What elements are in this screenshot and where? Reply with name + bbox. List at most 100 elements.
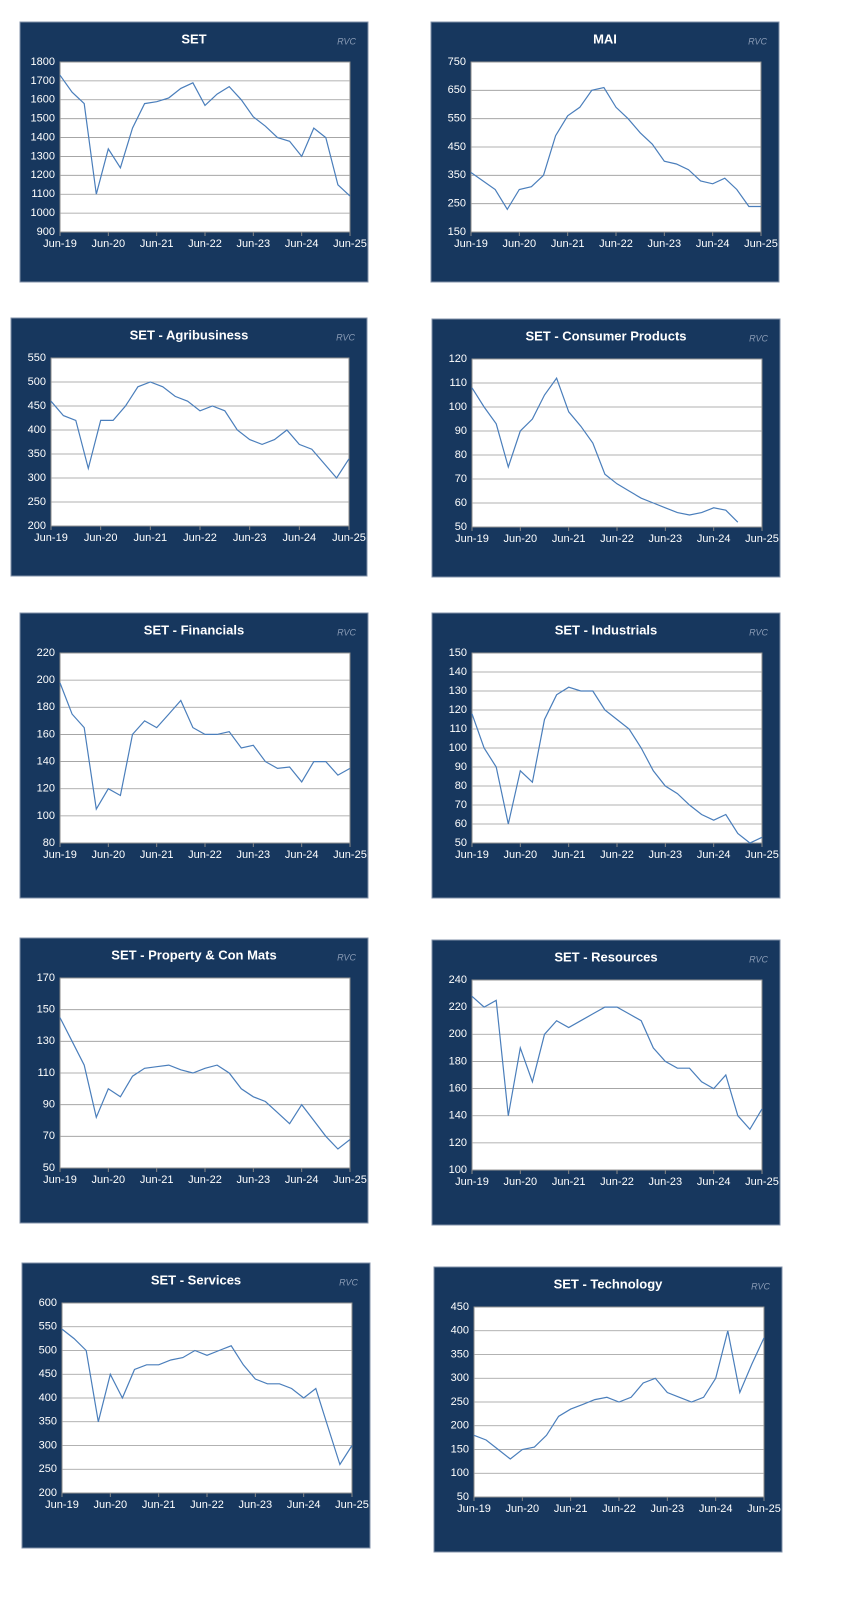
y-tick-label: 350 [28,448,46,460]
y-tick-label: 300 [39,1439,57,1451]
x-tick-label: Jun-25 [745,1176,779,1188]
y-tick-label: 500 [39,1344,57,1356]
x-tick-label: Jun-21 [140,849,174,861]
x-tick-label: Jun-23 [239,1499,273,1511]
plot-area [471,979,763,1171]
y-tick-label: 1100 [31,188,55,200]
x-tick-label: Jun-24 [285,849,319,861]
x-tick-label: Jun-22 [188,1174,222,1186]
y-tick-label: 450 [39,1368,57,1380]
y-tick-label: 400 [451,1325,469,1337]
y-tick-label: 200 [28,520,46,532]
y-tick-label: 1700 [31,75,55,87]
y-tick-label: 100 [37,810,55,822]
y-tick-label: 130 [37,1035,55,1047]
x-tick-label: Jun-25 [335,1499,369,1511]
chart-title: SET - Property & Con Mats [111,947,276,962]
y-tick-label: 400 [39,1392,57,1404]
chart-panel: SET - Property & Con Mats RVC 50 70 90 110 130… [19,937,369,1224]
y-tick-label: 120 [449,353,467,365]
x-tick-label: Jun-24 [285,238,319,250]
y-tick-label: 120 [449,704,467,716]
y-tick-label: 170 [37,972,55,984]
x-tick-label: Jun-22 [600,849,634,861]
y-tick-label: 200 [451,1420,469,1432]
x-tick-label: Jun-24 [283,532,317,544]
chart-panel: SET - Resources RVC 100 120 140 160 180 200 220 2… [431,939,781,1226]
y-tick-label: 90 [455,761,467,773]
y-tick-label: 450 [28,400,46,412]
x-tick-label: Jun-20 [92,849,126,861]
y-tick-label: 100 [449,401,467,413]
x-tick-label: Jun-20 [504,1176,538,1188]
x-tick-label: Jun-24 [287,1499,321,1511]
y-tick-label: 90 [43,1099,55,1111]
x-tick-label: Jun-23 [237,1174,271,1186]
y-tick-label: 500 [28,376,46,388]
y-tick-label: 450 [451,1301,469,1313]
y-tick-label: 200 [39,1487,57,1499]
y-tick-label: 100 [451,1467,469,1479]
y-tick-label: 60 [455,818,467,830]
watermark: RVC [336,332,355,342]
y-tick-label: 150 [451,1443,469,1455]
y-tick-label: 110 [37,1067,55,1079]
y-tick-label: 80 [43,837,55,849]
x-tick-label: Jun-22 [600,533,634,545]
x-tick-label: Jun-19 [455,849,489,861]
y-tick-label: 650 [448,84,466,96]
x-tick-label: Jun-22 [602,1503,636,1515]
x-tick-label: Jun-23 [233,532,267,544]
x-tick-label: Jun-25 [747,1503,781,1515]
x-tick-label: Jun-24 [697,1176,731,1188]
plot-area [50,357,350,527]
y-tick-label: 1500 [31,113,55,125]
y-tick-label: 220 [37,647,55,659]
x-tick-label: Jun-25 [333,238,367,250]
chart-panel: SET - Industrials RVC 50 60 70 80 90 100 110 120 1… [431,612,781,899]
y-tick-label: 1600 [31,94,55,106]
y-tick-label: 200 [449,1028,467,1040]
watermark: RVC [749,333,768,343]
y-tick-label: 70 [43,1130,55,1142]
y-tick-label: 180 [449,1055,467,1067]
x-tick-label: Jun-23 [237,238,271,250]
chart-title: SET - Agribusiness [130,327,249,342]
y-tick-label: 160 [37,728,55,740]
y-tick-label: 300 [451,1372,469,1384]
y-tick-label: 400 [28,424,46,436]
chart-panel: SET - Services RVC 200 250 300 350 400 450 500 55… [21,1262,371,1549]
y-tick-label: 90 [455,425,467,437]
y-tick-label: 150 [37,1004,55,1016]
plot-area [59,652,351,844]
y-tick-label: 140 [37,755,55,767]
y-tick-label: 150 [449,647,467,659]
watermark: RVC [337,627,356,637]
x-tick-label: Jun-23 [649,849,683,861]
x-tick-label: Jun-19 [34,532,68,544]
x-tick-label: Jun-20 [503,238,537,250]
x-tick-label: Jun-21 [552,849,586,861]
y-tick-label: 550 [39,1321,57,1333]
y-tick-label: 80 [455,449,467,461]
x-tick-label: Jun-20 [92,238,126,250]
x-tick-label: Jun-21 [140,1174,174,1186]
y-tick-label: 140 [449,1110,467,1122]
y-tick-label: 120 [37,783,55,795]
chart-panel: SET - Financials RVC 80 100 120 140 160 180 200 2… [19,612,369,899]
x-tick-label: Jun-25 [745,849,779,861]
x-tick-label: Jun-23 [648,238,682,250]
watermark: RVC [337,36,356,46]
y-tick-label: 900 [37,226,55,238]
y-tick-label: 550 [448,113,466,125]
chart-panel: SET - Agribusiness RVC 200 250 300 350 400 450 5… [10,317,368,577]
x-tick-label: Jun-23 [649,1176,683,1188]
y-tick-label: 300 [28,472,46,484]
x-tick-label: Jun-21 [140,238,174,250]
y-tick-label: 250 [39,1463,57,1475]
y-tick-label: 160 [449,1082,467,1094]
x-tick-label: Jun-22 [188,238,222,250]
x-tick-label: Jun-24 [697,849,731,861]
x-tick-label: Jun-20 [94,1499,128,1511]
